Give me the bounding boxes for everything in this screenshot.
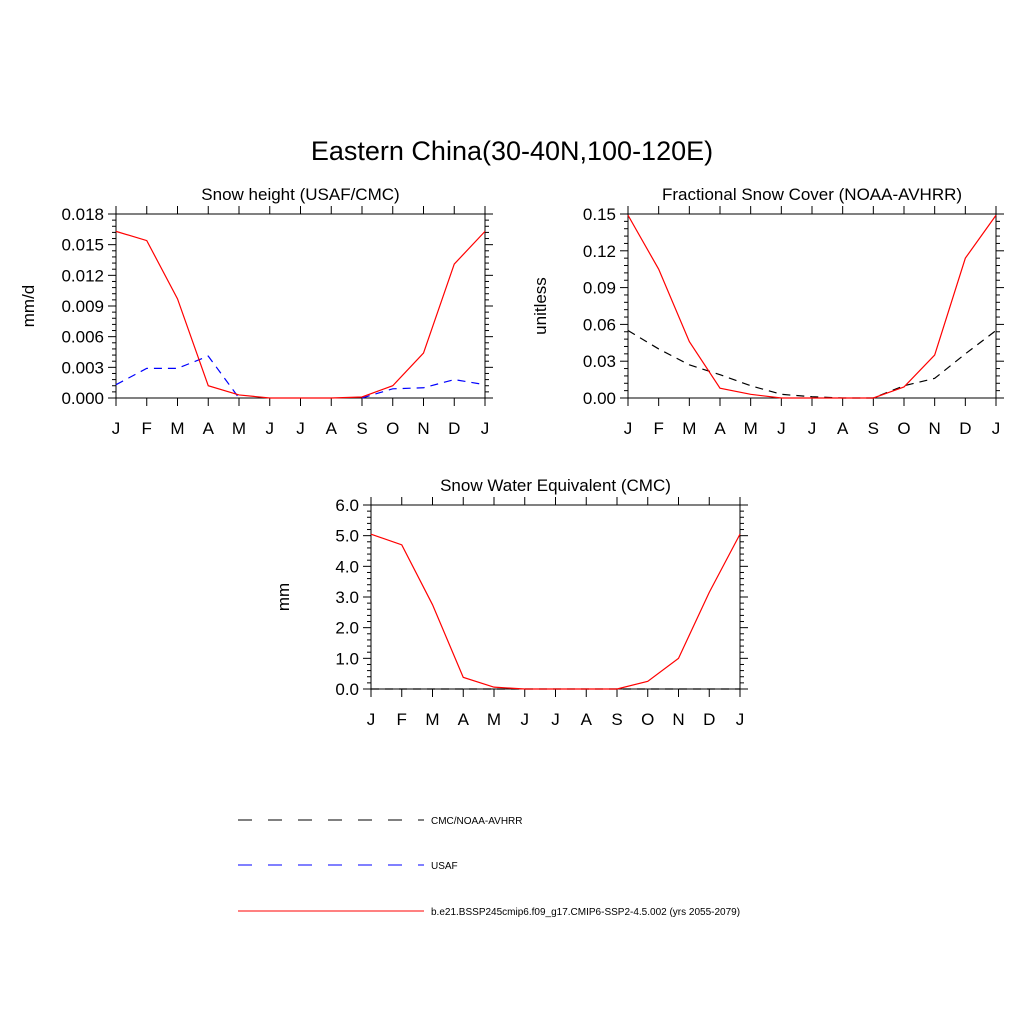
x-tick-label: J <box>551 710 560 729</box>
x-tick-label: J <box>367 710 376 729</box>
x-tick-label: A <box>837 419 849 438</box>
plot-frame <box>627 213 997 399</box>
y-tick-label: 0.018 <box>61 205 104 224</box>
x-tick-label: M <box>170 419 184 438</box>
x-tick-label: S <box>611 710 622 729</box>
x-tick-label: M <box>682 419 696 438</box>
x-tick-label: J <box>736 710 745 729</box>
legend-label: USAF <box>431 861 458 872</box>
x-tick-label: J <box>296 419 305 438</box>
figure-title: Eastern China(30-40N,100-120E) <box>310 136 714 166</box>
plot-frame <box>115 213 486 399</box>
series-line <box>115 230 486 399</box>
y-axis-label: unitless <box>531 277 550 335</box>
x-tick-label: J <box>521 710 530 729</box>
y-tick-label: 6.0 <box>335 496 359 515</box>
y-axis-label: mm <box>274 583 293 611</box>
x-tick-label: J <box>777 419 786 438</box>
x-tick-label: S <box>356 419 367 438</box>
y-tick-label: 0.012 <box>61 266 104 285</box>
y-tick-label: 0.000 <box>61 389 104 408</box>
panel-title: Snow height (USAF/CMC) <box>201 185 399 204</box>
x-tick-label: D <box>448 419 460 438</box>
y-tick-label: 0.015 <box>61 236 104 255</box>
x-tick-label: N <box>417 419 429 438</box>
snow-cover-panel: Fractional Snow Cover (NOAA-AVHRR) unitle… <box>531 185 1004 438</box>
plot-frame <box>370 504 741 690</box>
y-tick-label: 5.0 <box>335 527 359 546</box>
swe-panel: Snow Water Equivalent (CMC)mmJ F M A M J J A S O N… <box>274 476 748 729</box>
x-tick-label: D <box>703 710 715 729</box>
x-tick-label: M <box>744 419 758 438</box>
y-tick-label: 0.003 <box>61 358 104 377</box>
x-tick-label: F <box>142 419 152 438</box>
x-tick-label: J <box>992 419 1001 438</box>
x-tick-label: J <box>481 419 490 438</box>
x-tick-label: D <box>959 419 971 438</box>
x-tick-label: A <box>326 419 338 438</box>
x-tick-label: J <box>266 419 275 438</box>
x-tick-label: A <box>203 419 215 438</box>
x-tick-label: M <box>425 710 439 729</box>
series-line <box>627 330 997 399</box>
y-tick-label: 0.0 <box>335 680 359 699</box>
x-tick-label: M <box>232 419 246 438</box>
series-line <box>370 533 741 690</box>
panel-title: Snow Water Equivalent (CMC) <box>440 476 671 495</box>
y-tick-label: 0.03 <box>583 352 616 371</box>
series-line <box>627 214 997 399</box>
y-tick-label: 2.0 <box>335 619 359 638</box>
x-tick-label: N <box>929 419 941 438</box>
y-tick-label: 1.0 <box>335 649 359 668</box>
y-tick-label: 3.0 <box>335 588 359 607</box>
y-axis-label: mm/d <box>19 285 38 328</box>
series-line <box>115 355 240 399</box>
legend-label: b.e21.BSSP245cmip6.f09_g17.CMIP6-SSP2-4.… <box>431 907 740 918</box>
series-line <box>361 378 486 399</box>
x-tick-label: A <box>458 710 470 729</box>
legend-label: CMC/NOAA-AVHRR <box>431 816 522 827</box>
x-tick-label: M <box>487 710 501 729</box>
x-tick-label: S <box>868 419 879 438</box>
x-tick-label: J <box>112 419 121 438</box>
panel-title: Fractional Snow Cover (NOAA-AVHRR) <box>662 185 962 204</box>
legend: CMC/NOAA-AVHRR USAF b.e21.BSSP245cmip6.f09… <box>238 816 740 918</box>
y-tick-label: 0.12 <box>583 242 616 261</box>
y-tick-label: 0.06 <box>583 315 616 334</box>
y-tick-label: 4.0 <box>335 557 359 576</box>
y-tick-label: 0.09 <box>583 279 616 298</box>
snow-height-panel: Snow height (USAF/CMC)mm/dJ F M A M J J A S O N D J0… <box>19 185 493 438</box>
y-tick-label: 0.009 <box>61 297 104 316</box>
y-tick-label: 0.15 <box>583 205 616 224</box>
x-tick-label: F <box>653 419 663 438</box>
x-tick-label: N <box>672 710 684 729</box>
x-tick-label: O <box>897 419 910 438</box>
x-tick-label: A <box>714 419 726 438</box>
y-tick-label: 0.006 <box>61 328 104 347</box>
x-tick-label: O <box>386 419 399 438</box>
x-tick-label: A <box>581 710 593 729</box>
x-tick-label: J <box>808 419 817 438</box>
x-tick-label: J <box>624 419 633 438</box>
y-tick-label: 0.00 <box>583 389 616 408</box>
x-tick-label: F <box>397 710 407 729</box>
x-tick-label: O <box>641 710 654 729</box>
